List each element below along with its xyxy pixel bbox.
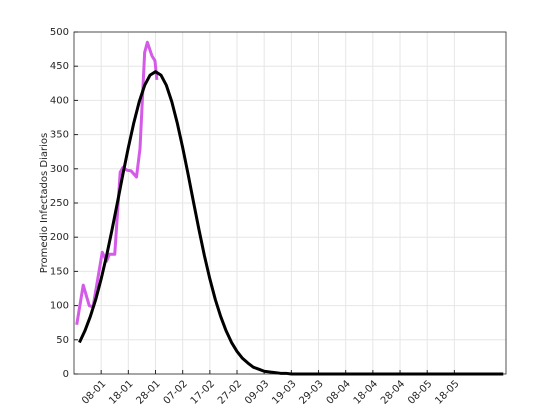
x-tick-label: 18-05 bbox=[433, 378, 461, 406]
y-tick-label: 100 bbox=[50, 301, 69, 312]
x-tick-label: 19-03 bbox=[270, 378, 298, 406]
x-tick-label: 28-01 bbox=[134, 378, 162, 406]
x-tick-label: 09-03 bbox=[243, 378, 271, 406]
y-tick-label: 300 bbox=[50, 164, 69, 175]
x-tick-label: 27-02 bbox=[216, 378, 244, 406]
x-tick-label: 29-03 bbox=[297, 378, 325, 406]
y-tick-label: 400 bbox=[50, 95, 69, 106]
y-tick-label: 450 bbox=[50, 61, 69, 72]
x-tick-label: 17-02 bbox=[189, 378, 217, 406]
x-tick-label: 18-04 bbox=[352, 378, 380, 406]
y-tick-label: 200 bbox=[50, 232, 69, 243]
y-tick-label: 250 bbox=[50, 198, 69, 209]
x-tick-label: 18-01 bbox=[107, 378, 135, 406]
x-tick-label: 08-04 bbox=[325, 378, 353, 406]
x-tick-label: 08-05 bbox=[406, 378, 434, 406]
x-tick-label: 08-01 bbox=[80, 378, 108, 406]
y-tick-label: 500 bbox=[50, 27, 69, 38]
y-tick-label: 50 bbox=[56, 335, 69, 346]
x-tick-label: 07-02 bbox=[162, 378, 190, 406]
y-tick-label: 150 bbox=[50, 266, 69, 277]
x-tick-label: 28-04 bbox=[379, 378, 407, 406]
data-line bbox=[78, 70, 504, 376]
y-tick-label: 350 bbox=[50, 130, 69, 141]
y-axis-label: Promedio Infectados Diarios bbox=[39, 133, 50, 273]
y-tick-label: 0 bbox=[63, 369, 69, 380]
